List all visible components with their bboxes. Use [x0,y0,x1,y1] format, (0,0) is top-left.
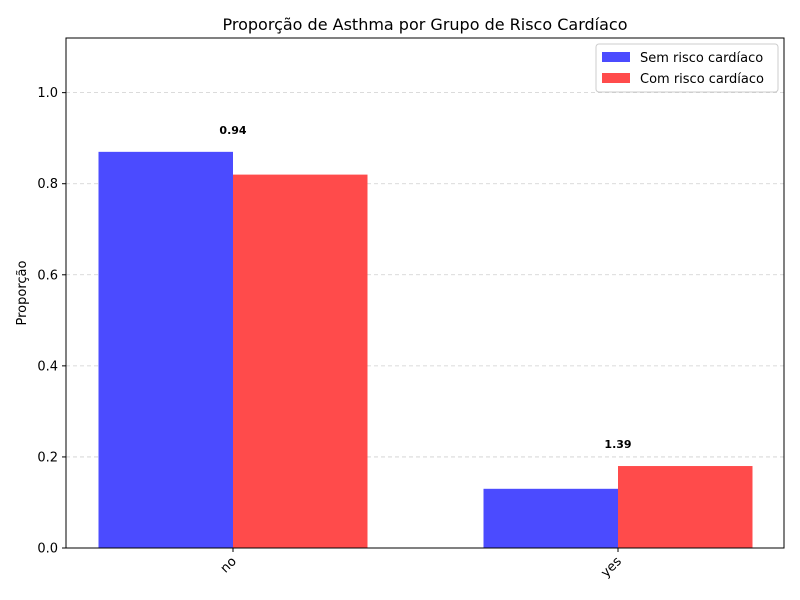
legend-swatch [602,73,630,83]
x-tick-label: no [218,554,240,576]
y-tick-label: 1.0 [37,86,58,101]
y-tick-label: 0.0 [37,542,58,557]
y-tick-label: 0.6 [37,268,58,283]
annotation-label: 0.94 [219,124,246,137]
y-tick-label: 0.8 [37,177,58,192]
plot-frame [65,37,785,549]
x-tick-label: yes [598,554,625,581]
legend-label: Com risco cardíaco [640,72,764,87]
legend: Sem risco cardíaco Com risco cardíaco [595,43,779,93]
bar-com-risco-no [233,174,368,548]
y-tick-label: 0.2 [37,450,58,465]
legend-box [595,43,779,93]
legend-swatch [602,52,630,62]
y-tick-label: 0.4 [37,359,58,374]
y-axis: 0.0 0.2 0.4 0.6 0.8 1.0 [37,86,66,557]
bar-sem-risco-yes [483,488,618,548]
y-axis-label: Proporção [15,260,30,325]
x-axis: no yes [218,548,625,581]
bars [98,151,753,548]
annotation-label: 1.39 [604,438,631,451]
bar-com-risco-yes [618,466,753,548]
chart-title: Proporção de Asthma por Grupo de Risco C… [223,15,628,34]
bar-sem-risco-no [98,151,233,548]
legend-label: Sem risco cardíaco [640,51,763,66]
annotations: 0.94 1.39 [219,124,631,451]
